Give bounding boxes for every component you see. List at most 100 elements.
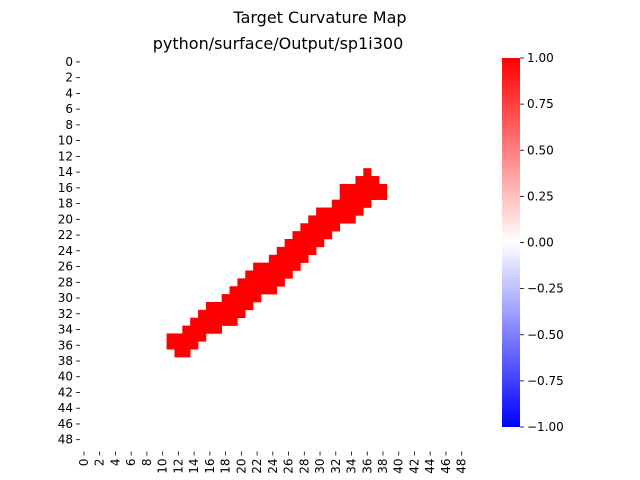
x-tick-label: 22 <box>250 459 264 474</box>
heatmap-cell <box>182 333 191 342</box>
heatmap-cell <box>237 294 246 303</box>
heatmap-cell <box>268 278 278 287</box>
heatmap-cell <box>221 294 230 303</box>
heatmap-cell <box>347 199 356 208</box>
heatmap-cell <box>174 333 183 342</box>
heatmap-cell <box>276 254 285 263</box>
heatmap-cell <box>261 278 270 287</box>
heatmap-cell <box>253 286 262 295</box>
x-tick-label: 24 <box>266 459 280 474</box>
heatmap-cell <box>316 231 325 240</box>
heatmap-cell <box>371 191 380 200</box>
heatmap-cell <box>355 191 364 200</box>
heatmap-cell <box>292 246 301 256</box>
heatmap-cell <box>190 317 199 326</box>
x-tick-label: 6 <box>124 459 138 467</box>
heatmap-cell <box>268 254 278 263</box>
x-tick-label: 18 <box>219 459 233 474</box>
y-tick-label: 26 <box>58 260 73 274</box>
x-tick-label: 42 <box>407 459 421 474</box>
y-tick-label: 20 <box>58 212 73 226</box>
heatmap-cell <box>166 341 175 350</box>
y-tick-label: 4 <box>65 86 73 100</box>
heatmap-cell <box>339 199 348 208</box>
y-tick-label: 34 <box>58 323 73 337</box>
heatmap-cell <box>316 223 325 232</box>
heatmap-cell <box>363 183 372 193</box>
y-tick-label: 8 <box>65 118 73 132</box>
heatmap-cell <box>174 341 183 350</box>
y-tick-label: 30 <box>58 291 73 305</box>
heatmap-cell <box>261 262 270 271</box>
heatmap-cell <box>316 207 325 216</box>
heatmap-cell <box>331 215 341 224</box>
heatmap-cell <box>300 246 309 256</box>
heatmap-cell <box>284 246 293 256</box>
heatmap-cell <box>182 341 191 350</box>
heatmap-cell <box>363 199 372 208</box>
heatmap-cell <box>221 317 230 326</box>
heatmap-cell <box>182 349 191 358</box>
heatmap-cell <box>166 333 175 342</box>
heatmap-cell <box>331 223 341 232</box>
heatmap-cell <box>205 317 215 326</box>
heatmap-cell <box>300 223 309 232</box>
heatmap-cell <box>245 270 254 279</box>
heatmap-cell <box>221 309 230 319</box>
heatmap-cell <box>237 309 246 319</box>
heatmap-cell <box>205 325 215 334</box>
x-tick-label: 14 <box>187 459 201 474</box>
heatmap-cell <box>339 215 348 224</box>
heatmap-cell <box>355 176 364 185</box>
y-tick-label: 48 <box>58 433 73 447</box>
x-tick-label: 48 <box>455 459 469 474</box>
y-tick-label: 38 <box>58 354 73 368</box>
heatmap-cell <box>371 176 380 185</box>
x-tick-label: 28 <box>297 459 311 474</box>
heatmap-cell <box>323 231 333 240</box>
heatmap-cell <box>213 301 222 311</box>
colorbar-tick-label: 0.25 <box>527 189 554 203</box>
y-tick-label: 16 <box>58 181 73 195</box>
heatmap-cell <box>363 191 372 200</box>
heatmap-cell <box>300 239 309 248</box>
heatmap-cell <box>268 286 278 295</box>
heatmap-cell <box>379 183 388 193</box>
y-tick-label: 6 <box>65 102 73 116</box>
heatmap-cell <box>363 176 372 185</box>
heatmap-cell <box>363 168 372 177</box>
heatmap-cell <box>253 270 262 279</box>
heatmap-cell <box>347 183 356 193</box>
x-tick-label: 36 <box>360 459 374 474</box>
heatmap-cell <box>190 325 199 334</box>
colorbar-tick-label: −0.75 <box>527 374 564 388</box>
heatmap-cell <box>205 301 215 311</box>
x-tick-label: 38 <box>376 459 390 474</box>
heatmap-cell <box>213 317 222 326</box>
x-tick-label: 20 <box>234 459 248 474</box>
heatmap-cell <box>261 286 270 295</box>
y-tick-label: 14 <box>58 165 73 179</box>
y-tick-label: 42 <box>58 385 73 399</box>
heatmap-cell <box>347 191 356 200</box>
y-tick-label: 32 <box>58 307 73 321</box>
heatmap-cell <box>253 262 262 271</box>
heatmap-cell <box>268 270 278 279</box>
colorbar-tick-label: 0.00 <box>527 236 554 250</box>
heatmap-cell <box>308 239 317 248</box>
heatmap-cell <box>371 183 380 193</box>
chart-title: Target Curvature Map <box>233 8 407 27</box>
y-tick-label: 36 <box>58 338 73 352</box>
heatmap-cell <box>174 349 183 358</box>
heatmap-cell <box>308 231 317 240</box>
heatmap-cell <box>339 191 348 200</box>
colorbar-tick-label: 0.75 <box>527 97 554 111</box>
heatmap-cell <box>276 246 285 256</box>
chart-subtitle: python/surface/Output/sp1i300 <box>152 34 404 53</box>
heatmap-cell <box>300 254 309 263</box>
heatmap-cell <box>190 341 199 350</box>
heatmap-cell <box>339 207 348 216</box>
heatmap-cell <box>276 270 285 279</box>
x-tick-label: 4 <box>108 459 122 467</box>
y-tick-label: 40 <box>58 370 73 384</box>
